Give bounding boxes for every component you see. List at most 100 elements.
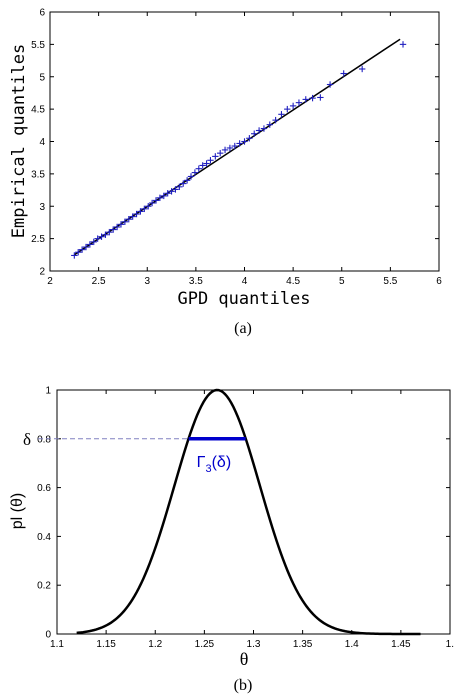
plausibility-curve — [76, 388, 421, 636]
data-point — [110, 226, 117, 233]
data-point — [216, 149, 224, 157]
data-point — [284, 105, 291, 113]
data-point — [145, 203, 152, 210]
y-tick-label-b: 0.4 — [37, 532, 51, 543]
x-axis-label-a: GPD quantiles — [177, 289, 310, 309]
y-tick-label-b: 0.2 — [37, 581, 51, 592]
y-tick-label-a: 2.5 — [31, 234, 45, 245]
data-point — [125, 216, 132, 223]
chart-b: 1.1 1.15 1.2 1.25 1.3 1.35 1.4 1.45 1. 0 0.2 0.4 0.… — [9, 386, 454, 695]
data-point — [226, 144, 234, 152]
data-point — [141, 205, 148, 213]
x-ticks-a: 2 2.5 3 3.5 4 4.5 5 5.5 6 — [47, 12, 442, 287]
y-tick-label-a: 5.5 — [31, 40, 45, 51]
data-point — [221, 146, 229, 154]
data-point — [195, 165, 202, 172]
data-point — [78, 246, 86, 253]
x-ticks-b: 1.1 1.15 1.2 1.25 1.3 1.35 1.4 1.45 1. — [50, 390, 454, 650]
x-tick-label-a: 2.5 — [92, 276, 106, 287]
x-tick-label-a: 2 — [47, 276, 53, 287]
chart-a: 2 2.5 3 3.5 4 4.5 5 5.5 6 2 2.5 3 3.5 4 4.5 5 5.5 6 GPD … — [9, 8, 442, 338]
data-point — [236, 140, 243, 147]
y-ticks-a: 2 2.5 3 3.5 4 4.5 5 5.5 6 — [31, 8, 439, 278]
data-point — [156, 194, 164, 202]
data-point — [183, 177, 191, 184]
data-point — [212, 153, 219, 160]
data-point — [302, 96, 309, 103]
data-point — [176, 183, 183, 191]
x-tick-label-b: 1.25 — [195, 639, 215, 650]
data-point — [231, 142, 238, 150]
x-tick-label-b: 1.15 — [96, 639, 116, 650]
data-point — [180, 180, 187, 187]
y-tick-label-b: 0.8 — [37, 434, 51, 445]
x-tick-label-a: 3 — [144, 276, 150, 287]
x-tick-label-a: 5.5 — [383, 276, 397, 287]
data-point — [86, 241, 94, 248]
data-point — [82, 243, 90, 251]
gamma-main: Γ — [197, 454, 206, 471]
data-point — [106, 228, 113, 236]
y-tick-label-b: 0.6 — [37, 483, 51, 494]
y-axis-label-b: pl (θ) — [9, 493, 26, 529]
x-tick-label-a: 4.5 — [286, 276, 300, 287]
y-tick-label-b: 0 — [45, 630, 51, 641]
data-point — [289, 102, 297, 110]
data-point — [246, 135, 253, 142]
y-axis-label-a: Empirical quantiles — [9, 44, 29, 238]
y-tick-label-a: 5 — [39, 72, 45, 83]
data-point — [399, 41, 407, 48]
data-point — [117, 221, 125, 228]
data-point — [129, 213, 136, 220]
x-tick-label-b: 1. — [446, 639, 454, 650]
x-tick-label-b: 1.3 — [247, 639, 261, 650]
data-point — [121, 218, 129, 225]
delta-label: δ — [23, 430, 31, 449]
x-tick-label-b: 1.2 — [148, 639, 162, 650]
data-point — [241, 138, 248, 145]
gamma-sub: 3 — [205, 463, 211, 475]
data-point — [260, 125, 268, 132]
data-point — [358, 65, 366, 73]
caption-b: (b) — [234, 677, 253, 694]
x-axis-label-b: θ — [240, 649, 249, 669]
data-point — [113, 223, 121, 231]
data-point — [160, 192, 167, 200]
y-tick-label-a: 6 — [39, 8, 45, 19]
data-point — [295, 99, 303, 106]
data-point — [272, 116, 279, 124]
y-tick-label-b: 1 — [45, 386, 51, 397]
data-point — [340, 70, 347, 77]
data-point — [164, 190, 171, 197]
y-tick-label-a: 3 — [39, 202, 45, 213]
x-tick-label-b: 1.4 — [345, 639, 359, 650]
data-point — [278, 111, 285, 118]
x-tick-label-a: 5 — [339, 276, 345, 287]
y-tick-label-a: 4.5 — [31, 105, 45, 116]
data-point — [94, 235, 101, 242]
data-point — [71, 252, 78, 259]
x-tick-label-a: 3.5 — [189, 276, 203, 287]
data-point — [199, 162, 206, 169]
x-tick-label-b: 1.35 — [293, 639, 313, 650]
plot-b-frame — [56, 389, 451, 635]
data-point — [172, 186, 179, 193]
data-point — [317, 94, 324, 101]
y-tick-label-a: 3.5 — [31, 169, 45, 180]
gamma-arg: (δ) — [212, 454, 232, 471]
x-tick-label-a: 4 — [242, 276, 248, 287]
y-tick-label-a: 2 — [39, 267, 45, 278]
data-point — [255, 127, 263, 134]
data-point — [309, 94, 316, 102]
y-tick-label-a: 4 — [39, 137, 45, 148]
data-point — [133, 210, 140, 218]
data-point — [187, 173, 195, 180]
x-tick-label-b: 1.1 — [50, 639, 64, 650]
caption-a: (a) — [234, 320, 252, 337]
data-point — [266, 121, 273, 128]
data-point — [152, 197, 160, 204]
data-point — [203, 160, 210, 167]
data-point — [75, 249, 82, 256]
x-tick-label-b: 1.45 — [391, 639, 411, 650]
